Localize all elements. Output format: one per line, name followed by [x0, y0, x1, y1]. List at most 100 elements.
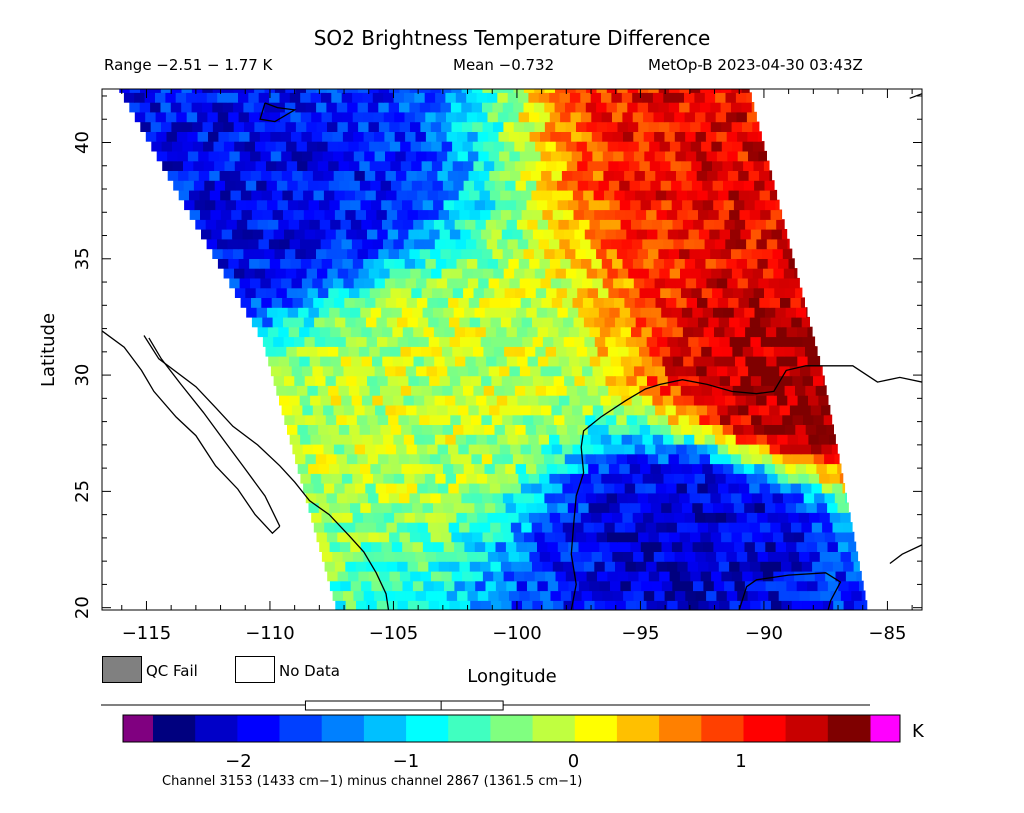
swath-cell	[504, 287, 516, 298]
swath-cell	[309, 326, 321, 338]
swath-cell	[399, 570, 411, 582]
swath-cell	[751, 102, 755, 113]
swath-cell	[803, 492, 815, 504]
swath-cell	[702, 463, 714, 474]
swath-cell	[676, 170, 687, 181]
swath-cell	[816, 424, 828, 435]
swath-cell	[718, 522, 730, 533]
swath-cell	[300, 258, 312, 269]
swath-cell	[609, 199, 621, 211]
swath-cell	[691, 424, 703, 435]
swath-cell	[668, 492, 680, 504]
swath-cell	[281, 150, 293, 162]
swath-cell	[717, 170, 729, 181]
swath-cell	[764, 502, 776, 513]
swath-cell	[749, 522, 761, 533]
swath-cell	[595, 453, 607, 465]
swath-cell	[537, 219, 549, 230]
swath-cell	[438, 316, 450, 328]
swath-cell	[254, 268, 266, 279]
swath-cell	[554, 248, 566, 259]
swath-cell	[698, 375, 710, 386]
swath-cell	[511, 209, 523, 220]
swath-cell	[534, 89, 546, 93]
swath-cell	[383, 92, 395, 103]
swath-cell	[297, 385, 308, 396]
swath-cell	[557, 199, 569, 211]
swath-cell	[581, 258, 592, 269]
swath-cell	[771, 600, 782, 610]
swath-cell	[762, 570, 774, 582]
swath-cell	[739, 600, 751, 610]
swath-cell	[459, 522, 471, 533]
swath-cell	[352, 258, 364, 269]
swath-cell	[706, 365, 718, 377]
swath-cell	[679, 102, 691, 113]
swath-cell	[717, 297, 729, 308]
swath-cell	[444, 356, 456, 367]
swath-cell	[601, 92, 612, 103]
swath-cell	[531, 297, 542, 308]
swath-cell	[398, 453, 410, 465]
swath-cell	[755, 219, 767, 230]
swath-cell	[771, 375, 783, 386]
swath-cell	[368, 570, 380, 582]
swath-cell	[426, 150, 438, 162]
swath-cell	[366, 209, 377, 220]
swath-cell	[484, 307, 496, 318]
swath-cell	[204, 180, 216, 191]
swath-cell	[751, 248, 763, 259]
swath-cell	[648, 492, 660, 504]
swath-cell	[634, 170, 646, 181]
swath-cell	[665, 404, 677, 416]
swath-cell	[576, 268, 588, 279]
swath-cell	[470, 600, 482, 610]
swath-cell	[814, 570, 826, 582]
swath-cell	[270, 150, 282, 162]
swath-cell	[374, 131, 385, 142]
swath-cell	[322, 131, 334, 142]
swath-cell	[821, 404, 831, 416]
swath-cell	[660, 463, 672, 474]
swath-cell	[321, 258, 333, 269]
swath-cell	[704, 238, 716, 250]
swath-cell	[697, 522, 709, 533]
swath-cell	[259, 258, 271, 269]
swath-cell	[530, 150, 542, 162]
swath-cell	[518, 473, 530, 484]
swath-cell	[340, 580, 352, 592]
swath-cell	[474, 463, 486, 474]
swath-cell	[629, 160, 640, 171]
swath-cell	[799, 551, 811, 562]
swath-cell	[508, 111, 520, 123]
swath-cell	[811, 522, 823, 533]
swath-cell	[561, 404, 573, 416]
swath-cell	[418, 600, 430, 610]
swath-cell	[532, 561, 543, 572]
swath-cell	[767, 551, 779, 562]
swath-cell	[323, 404, 335, 416]
swath-cell	[475, 219, 487, 230]
swath-cell	[562, 522, 574, 533]
swath-cell	[338, 287, 350, 298]
swath-cell	[586, 531, 598, 543]
swath-cell	[629, 385, 640, 396]
swath-cell	[605, 600, 616, 610]
swath-cell	[495, 541, 507, 552]
swath-cell	[295, 121, 307, 132]
swath-cell	[171, 121, 183, 132]
swath-cell	[193, 180, 205, 191]
swath-cell	[680, 385, 692, 396]
qc-fail-label: QC Fail	[146, 662, 198, 680]
swath-cell	[685, 551, 696, 562]
swath-cell	[258, 92, 270, 103]
swath-cell	[549, 434, 560, 445]
swath-cell	[160, 89, 172, 93]
swath-cell	[602, 277, 614, 289]
swath-cell	[498, 131, 510, 142]
swath-cell	[466, 512, 478, 523]
swath-cell	[741, 531, 753, 543]
swath-cell	[360, 463, 371, 474]
swath-cell	[730, 453, 742, 465]
swath-cell	[604, 316, 616, 328]
